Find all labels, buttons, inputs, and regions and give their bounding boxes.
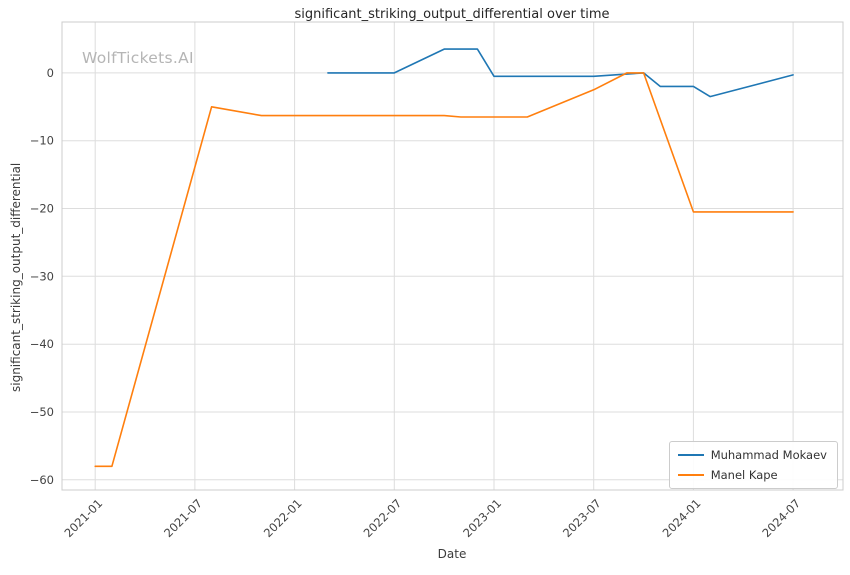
series-line-manel-kape [94, 72, 794, 468]
legend-item: Muhammad Mokaev [677, 448, 827, 462]
legend-label: Manel Kape [710, 468, 778, 482]
legend-line-swatch [677, 474, 704, 476]
x-tick-label: 2021-07 [161, 496, 205, 540]
y-tick-label: −10 [30, 134, 54, 148]
y-tick-label: −40 [30, 337, 54, 351]
y-tick-label: 0 [47, 66, 54, 80]
series-line-muhammad-mokaev [327, 48, 794, 98]
y-tick-label: −50 [30, 405, 54, 419]
plot-frame [61, 21, 844, 491]
legend-line-swatch [677, 454, 704, 456]
x-tick-label: 2024-07 [759, 496, 803, 540]
legend-label: Muhammad Mokaev [710, 448, 827, 462]
watermark: WolfTickets.AI [82, 49, 194, 67]
legend-item: Manel Kape [677, 468, 827, 482]
legend: Muhammad Mokaev Manel Kape [668, 441, 838, 489]
x-tick-label: 2023-01 [460, 496, 504, 540]
y-axis-label: significant_striking_output_differential [9, 162, 23, 392]
chart-title: significant_striking_output_differential… [294, 7, 610, 22]
x-tick-label: 2022-01 [261, 496, 305, 540]
x-tick-label: 2021-01 [61, 496, 105, 540]
y-tick-label: −60 [30, 473, 54, 487]
y-tick-label: −20 [30, 202, 54, 216]
y-tick-label: −30 [30, 269, 54, 283]
x-axis-label: Date [437, 547, 467, 561]
x-tick-label: 2022-07 [361, 496, 405, 540]
x-tick-label: 2024-01 [660, 496, 704, 540]
x-tick-label: 2023-07 [560, 496, 604, 540]
